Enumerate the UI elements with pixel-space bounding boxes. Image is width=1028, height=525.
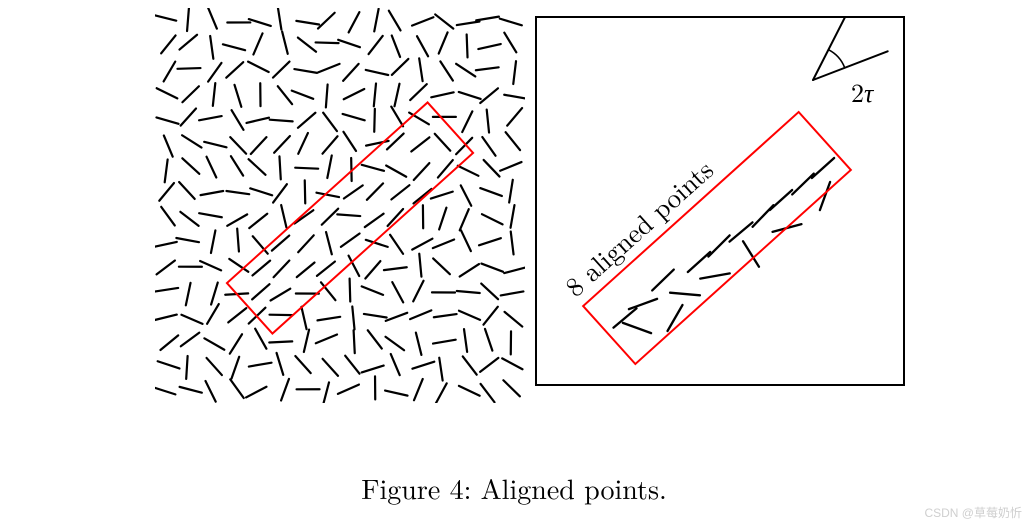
angle-label-2tau: 2τ (851, 73, 873, 110)
right-panel: 8 aligned points 2τ (535, 16, 905, 386)
right-diagram-svg (537, 18, 903, 384)
left-segments-svg (155, 8, 525, 403)
watermark-text: CSDN @草莓奶忻 (924, 504, 1022, 521)
figure-caption: Figure 4: Aligned points. (0, 468, 1028, 508)
figure-container: 8 aligned points 2τ Figure 4: Aligned po… (0, 0, 1028, 525)
left-panel (155, 8, 525, 403)
